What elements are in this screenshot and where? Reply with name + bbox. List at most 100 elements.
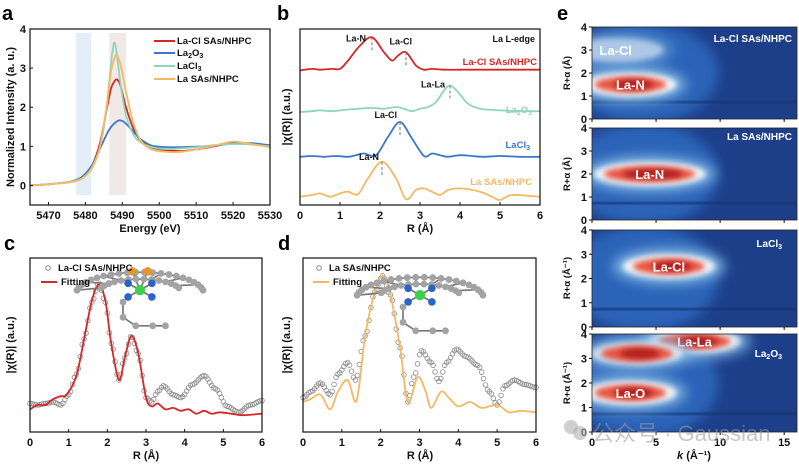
carbon-atom (373, 279, 381, 287)
panel-a-xlabel: Energy (eV) (119, 223, 180, 235)
panel-d-ylabel: |χ(R)| (a.u.) (281, 316, 293, 373)
carbon-atom (87, 276, 95, 284)
panel-b-xtick-label: 1 (337, 210, 343, 222)
lanthanum-atom (134, 285, 146, 296)
heatmap-ytick-label: 1 (581, 298, 587, 310)
heatmap-ytick-label: 4 (581, 225, 588, 237)
series-line-fitting (302, 275, 537, 414)
series-line-lacl3 (299, 121, 541, 158)
data-point (476, 364, 483, 370)
panel-c-xtick-label: 1 (66, 437, 72, 449)
nitrogen-atom (428, 298, 436, 306)
panel-a-ytick-label: 0 (20, 180, 26, 192)
chlorine-atom (128, 267, 137, 276)
heatmap-peak-core (619, 348, 660, 359)
heatmap-ytick-label: 1 (581, 403, 587, 415)
heatmap-ytick-label: 2 (581, 274, 587, 286)
heatmap-peak-core (651, 261, 692, 272)
panel-a-axes-frame (29, 28, 271, 206)
series-data-points (300, 273, 539, 408)
carbon-atom (399, 318, 407, 326)
panel-b-xtick-label: 2 (377, 210, 383, 222)
panel-b-ft-exafs-chart: La-N La-Cl La-La La-Cl La-N 0 1 2 3 4 5 6 R (Å) |χ… (281, 28, 543, 235)
carbon-atom (119, 298, 127, 306)
heatmap-title-la-sas: La SAs/NHPC (727, 132, 792, 143)
heatmap-xlabel: k (Å⁻¹) (677, 449, 711, 462)
series-label-la2o3: La2O3 (506, 105, 532, 117)
heatmap-ytick-label: 3 (581, 45, 587, 57)
peak-annotation: La-N (346, 33, 366, 43)
legend-label-data: La-Cl SAs/NHPC (58, 263, 133, 274)
carbon-atom (380, 277, 388, 285)
panel-a-xtick-label: 5470 (36, 210, 60, 222)
carbon-atom (391, 283, 398, 291)
series-line-la2o3 (299, 84, 541, 113)
carbon-atom (395, 275, 403, 282)
heatmap-ytick-label: 3 (581, 146, 587, 158)
heatmap-ytick-label: 3 (581, 354, 587, 366)
data-point (521, 381, 528, 388)
heatmap-ytick-label: 4 (581, 123, 588, 135)
panel-b-xtick-label: 0 (297, 210, 303, 222)
carbon-atom (199, 286, 207, 294)
heatmap-title-lacl-sas: La-Cl SAs/NHPC (714, 34, 792, 45)
nitrogen-atom (404, 298, 412, 306)
data-point (496, 399, 502, 405)
heatmap-xtick-label: 5 (653, 437, 659, 449)
nitrogen-atom (148, 293, 156, 301)
legend-label-lacl-sas: La-Cl SAs/NHPC (177, 36, 252, 47)
carbon-atom (105, 280, 113, 287)
panel-a-xtick-label: 5520 (221, 210, 245, 222)
panel-b-xlabel: R (Å) (407, 222, 434, 235)
carbon-atom (397, 282, 405, 289)
series-line-fitting (29, 283, 263, 417)
heatmap-glow (592, 38, 664, 62)
data-point (414, 361, 421, 367)
molecule-structure-lacl (73, 267, 207, 330)
heatmap-ytick-label: 2 (581, 378, 587, 390)
carbon-atom (435, 282, 443, 289)
legend-label-data: La SAs/NHPC (329, 263, 391, 274)
carbon-atom (140, 275, 148, 283)
panel-d-xlabel: R (Å) (407, 449, 434, 462)
series-line-la-cl-sas-nhpc (299, 36, 540, 72)
carbon-atom (412, 273, 420, 281)
heatmap-la-cl-sas-nhpc: La-N La-Cl (592, 27, 797, 119)
data-point (360, 337, 366, 344)
data-point (354, 372, 361, 379)
watermark-text: 公众号 · Gaussian (592, 421, 771, 446)
panel-d-xtick-label: 2 (378, 437, 384, 449)
data-point (346, 362, 353, 368)
heatmap-ytick-label: 0 (581, 215, 587, 227)
carbon-atom (420, 273, 428, 281)
panel-a-ytick-label: 2 (20, 102, 26, 114)
heatmap-feature-label: La-O (616, 386, 646, 401)
carbon-atom (459, 279, 467, 287)
panel-a-ytick-label: 1 (20, 141, 26, 153)
panel-b-title: La L-edge (492, 34, 535, 44)
carbon-atom (452, 277, 460, 285)
peak-annotation: La-N (359, 152, 379, 162)
panel-a-xtick-label: 5500 (147, 210, 171, 222)
panel-a-xtick-label: 5510 (184, 210, 208, 222)
data-point (412, 370, 419, 376)
panel-b-xtick-label: 4 (457, 210, 464, 222)
carbon-atom (442, 327, 449, 335)
heatmap-streak (592, 201, 797, 205)
panel-d-xtick-label: 1 (339, 437, 345, 449)
carbon-atom (429, 274, 437, 282)
panel-c-xlabel: R (Å) (133, 449, 160, 462)
heatmap-streak (592, 100, 797, 104)
panel-a-xtick-label: 5490 (110, 210, 134, 222)
heatmap-peak-core (622, 169, 683, 179)
data-point (331, 381, 337, 388)
panel-c-xtick-label: 4 (182, 437, 189, 449)
carbon-atom (437, 275, 445, 282)
carbon-atom (403, 274, 411, 282)
carbon-atom (107, 271, 115, 278)
heatmap-peak-core (613, 79, 654, 90)
data-point (490, 395, 496, 402)
carbon-atom (162, 322, 169, 330)
